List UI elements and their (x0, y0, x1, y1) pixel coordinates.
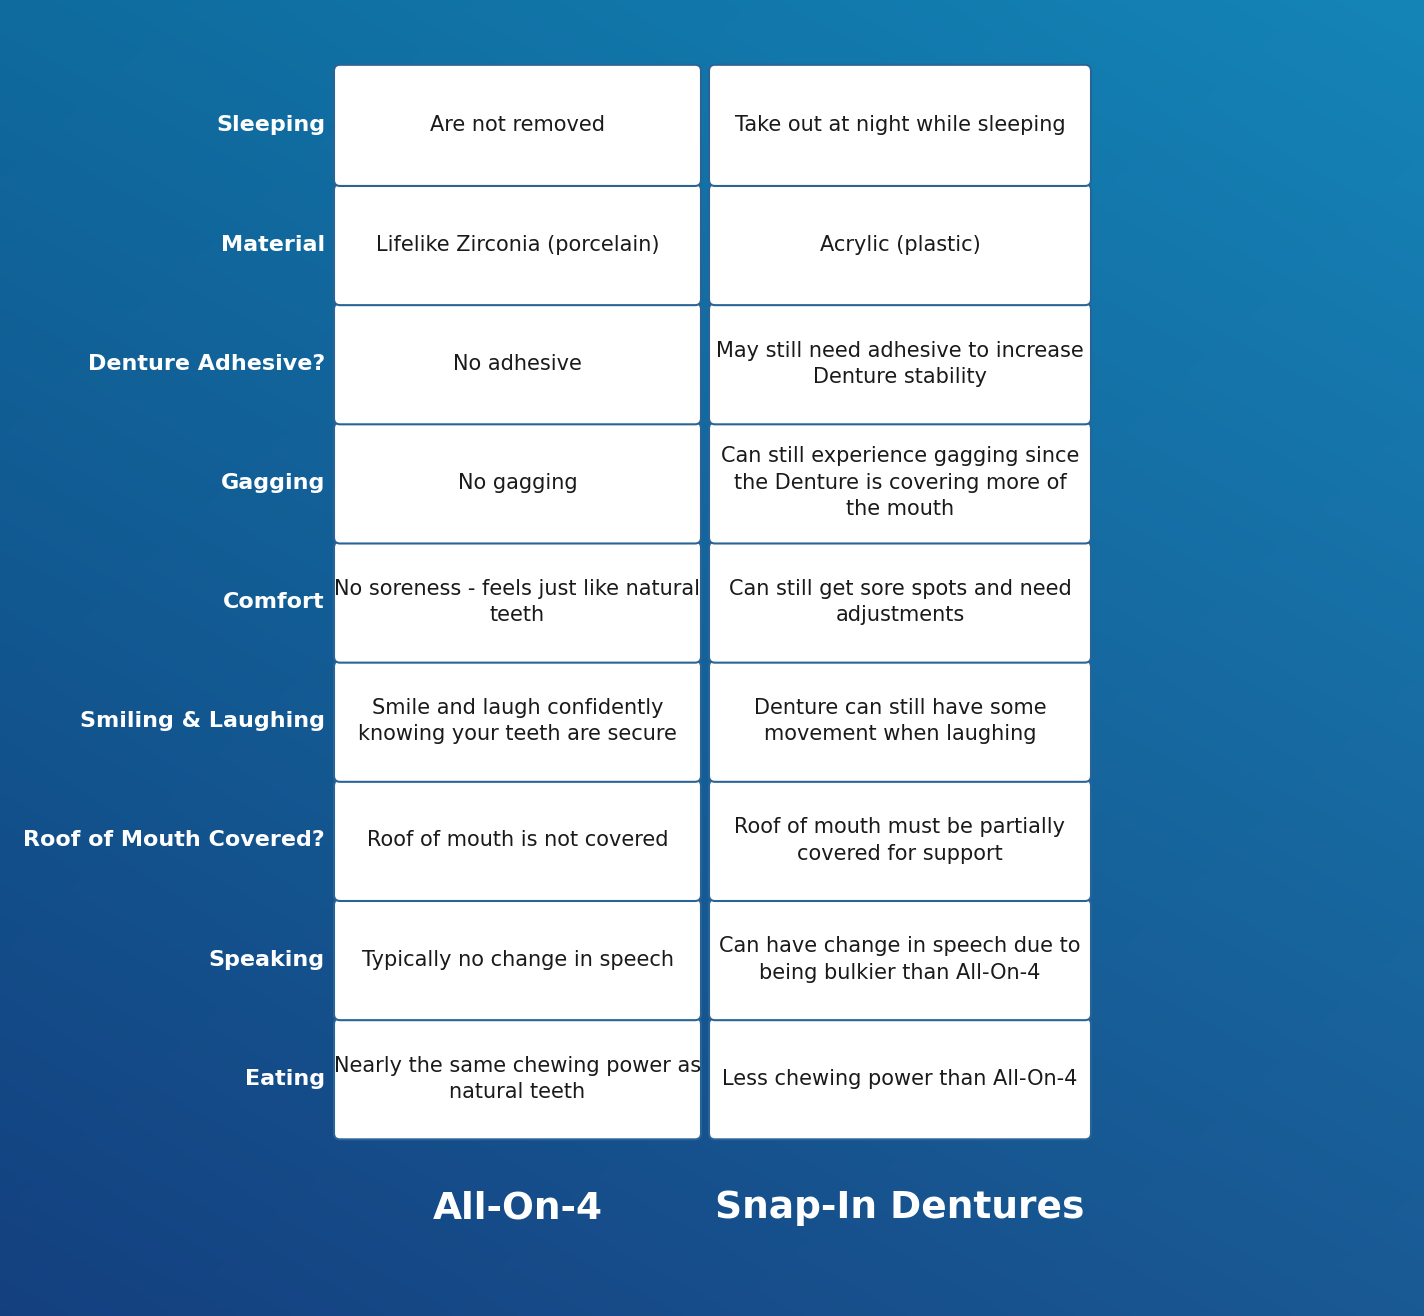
Text: Denture can still have some
movement when laughing: Denture can still have some movement whe… (753, 697, 1047, 745)
Text: No adhesive: No adhesive (453, 354, 582, 374)
FancyBboxPatch shape (335, 184, 701, 305)
Text: Roof of mouth is not covered: Roof of mouth is not covered (367, 830, 668, 850)
Text: Take out at night while sleeping: Take out at night while sleeping (735, 116, 1065, 136)
FancyBboxPatch shape (335, 64, 701, 186)
Text: Smile and laugh confidently
knowing your teeth are secure: Smile and laugh confidently knowing your… (357, 697, 676, 745)
Text: Roof of Mouth Covered?: Roof of Mouth Covered? (23, 830, 325, 850)
Text: Gagging: Gagging (221, 472, 325, 494)
Text: Material: Material (221, 234, 325, 254)
Text: Less chewing power than All-On-4: Less chewing power than All-On-4 (722, 1069, 1078, 1088)
Text: Eating: Eating (245, 1069, 325, 1088)
FancyBboxPatch shape (709, 184, 1091, 305)
Text: Speaking: Speaking (209, 950, 325, 970)
FancyBboxPatch shape (335, 1019, 701, 1140)
FancyBboxPatch shape (709, 303, 1091, 424)
FancyBboxPatch shape (335, 661, 701, 782)
Text: Can still experience gagging since
the Denture is covering more of
the mouth: Can still experience gagging since the D… (721, 446, 1079, 520)
FancyBboxPatch shape (709, 1019, 1091, 1140)
Text: Are not removed: Are not removed (430, 116, 605, 136)
FancyBboxPatch shape (335, 422, 701, 544)
Text: Roof of mouth must be partially
covered for support: Roof of mouth must be partially covered … (735, 817, 1065, 863)
FancyBboxPatch shape (709, 541, 1091, 663)
Text: Comfort: Comfort (224, 592, 325, 612)
Text: Snap-In Dentures: Snap-In Dentures (715, 1190, 1085, 1227)
Text: No soreness - feels just like natural
teeth: No soreness - feels just like natural te… (335, 579, 701, 625)
Text: Sleeping: Sleeping (216, 116, 325, 136)
FancyBboxPatch shape (335, 541, 701, 663)
FancyBboxPatch shape (335, 899, 701, 1020)
FancyBboxPatch shape (709, 780, 1091, 901)
Text: All-On-4: All-On-4 (433, 1190, 602, 1227)
FancyBboxPatch shape (709, 661, 1091, 782)
FancyBboxPatch shape (709, 422, 1091, 544)
Text: Typically no change in speech: Typically no change in speech (362, 950, 674, 970)
FancyBboxPatch shape (709, 899, 1091, 1020)
Text: Lifelike Zirconia (porcelain): Lifelike Zirconia (porcelain) (376, 234, 659, 254)
Text: Denture Adhesive?: Denture Adhesive? (88, 354, 325, 374)
Text: Acrylic (plastic): Acrylic (plastic) (820, 234, 980, 254)
Text: May still need adhesive to increase
Denture stability: May still need adhesive to increase Dent… (716, 341, 1084, 387)
Text: No gagging: No gagging (457, 472, 577, 494)
Text: Nearly the same chewing power as
natural teeth: Nearly the same chewing power as natural… (335, 1055, 701, 1101)
Text: Can have change in speech due to
being bulkier than All-On-4: Can have change in speech due to being b… (719, 937, 1081, 983)
FancyBboxPatch shape (709, 64, 1091, 186)
FancyBboxPatch shape (335, 780, 701, 901)
FancyBboxPatch shape (335, 303, 701, 424)
Text: Can still get sore spots and need
adjustments: Can still get sore spots and need adjust… (729, 579, 1071, 625)
Text: Smiling & Laughing: Smiling & Laughing (80, 711, 325, 732)
